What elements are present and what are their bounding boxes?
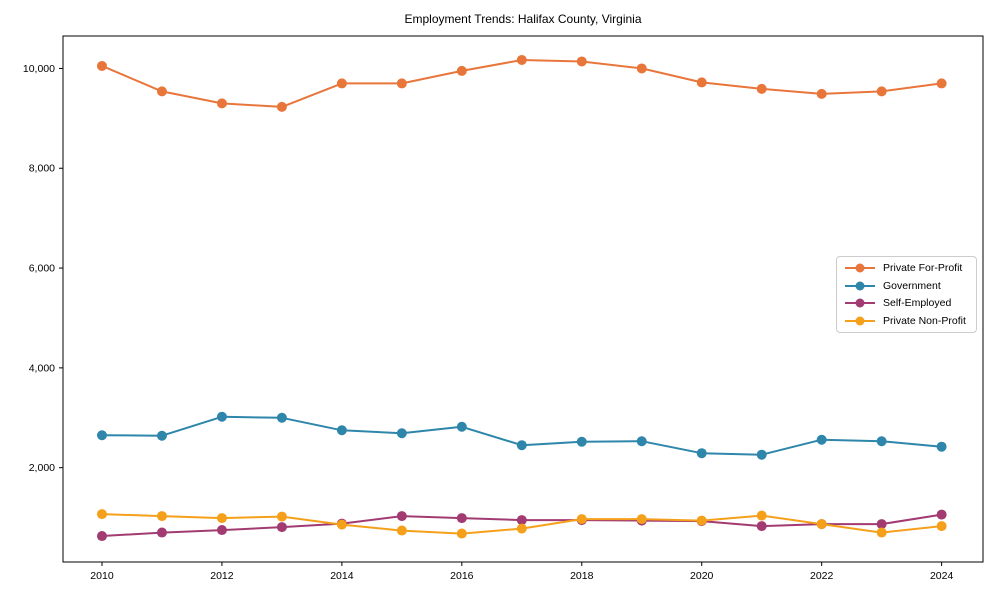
legend-dot-icon — [855, 316, 865, 326]
data-point — [336, 519, 347, 530]
y-tick-label: 10,000 — [23, 63, 55, 75]
data-point — [936, 441, 947, 452]
data-point — [636, 436, 647, 447]
data-point — [276, 522, 287, 533]
legend-item-1: Private For-Profit — [845, 263, 966, 274]
data-point — [576, 56, 587, 67]
data-point — [396, 78, 407, 89]
data-point — [876, 527, 887, 538]
x-tick-label: 2024 — [930, 570, 954, 582]
data-point — [516, 515, 527, 526]
data-point — [96, 509, 107, 520]
data-point — [516, 54, 527, 65]
legend: Private For-Profit Government Self-Employe… — [836, 256, 977, 333]
data-point — [156, 86, 167, 97]
data-point — [456, 421, 467, 432]
data-point — [636, 514, 647, 525]
data-point — [936, 509, 947, 520]
legend-marker-icon — [845, 281, 875, 291]
data-point — [576, 436, 587, 447]
y-tick-label: 8,000 — [29, 163, 55, 175]
data-point — [576, 514, 587, 525]
data-point — [156, 511, 167, 522]
data-point — [516, 523, 527, 534]
data-point — [276, 412, 287, 423]
data-point — [96, 430, 107, 441]
x-tick-label: 2016 — [450, 570, 474, 582]
data-point — [936, 78, 947, 89]
data-point — [816, 88, 827, 99]
legend-item-3: Self-Employed — [845, 298, 966, 309]
data-point — [456, 528, 467, 539]
data-point — [396, 511, 407, 522]
data-point — [456, 513, 467, 524]
y-tick-label: 4,000 — [29, 362, 55, 374]
legend-label: Self-Employed — [883, 297, 952, 309]
legend-label: Government — [883, 279, 941, 292]
axes-frame — [62, 35, 984, 563]
data-point — [216, 411, 227, 422]
data-point — [336, 78, 347, 89]
data-point — [696, 448, 707, 459]
data-point — [396, 525, 407, 536]
data-point — [936, 521, 947, 532]
data-point — [276, 101, 287, 112]
legend-marker-icon — [845, 298, 875, 308]
legend-label: Private For-Profit — [883, 262, 963, 274]
data-point — [216, 98, 227, 109]
data-point — [816, 434, 827, 445]
data-point — [876, 86, 887, 97]
legend-marker-icon — [845, 263, 875, 273]
data-point — [96, 60, 107, 71]
x-tick-label: 2010 — [90, 570, 114, 582]
chart-title: Employment Trends: Halifax County, Virgi… — [404, 12, 642, 26]
legend-item-4: Private Non-Profit — [845, 314, 966, 327]
legend-dot-icon — [855, 298, 865, 308]
data-point — [756, 83, 767, 94]
series-line-1 — [101, 59, 943, 108]
legend-marker-icon — [845, 316, 875, 326]
data-point — [216, 525, 227, 536]
data-point — [96, 531, 107, 542]
data-point — [696, 515, 707, 526]
data-point — [456, 65, 467, 76]
legend-dot-icon — [855, 281, 865, 291]
data-point — [876, 519, 887, 530]
x-tick-label: 2022 — [810, 570, 834, 582]
data-point — [696, 77, 707, 88]
data-point — [156, 527, 167, 538]
y-tick-label: 2,000 — [29, 462, 55, 474]
x-tick-label: 2014 — [330, 570, 354, 582]
y-tick-label: 6,000 — [29, 263, 55, 275]
data-point — [396, 428, 407, 439]
data-point — [756, 521, 767, 532]
legend-dot-icon — [855, 263, 865, 273]
x-tick-label: 2018 — [570, 570, 594, 582]
data-point — [876, 436, 887, 447]
x-tick-label: 2020 — [690, 570, 714, 582]
legend-item-2: Government — [845, 279, 966, 292]
data-point — [516, 440, 527, 451]
data-point — [276, 511, 287, 522]
legend-label: Private Non-Profit — [883, 314, 966, 327]
data-point — [216, 513, 227, 524]
data-point — [816, 519, 827, 530]
data-point — [756, 449, 767, 460]
data-point — [156, 430, 167, 441]
data-point — [756, 510, 767, 521]
x-tick-label: 2012 — [210, 570, 234, 582]
data-point — [636, 63, 647, 74]
data-point — [336, 425, 347, 436]
